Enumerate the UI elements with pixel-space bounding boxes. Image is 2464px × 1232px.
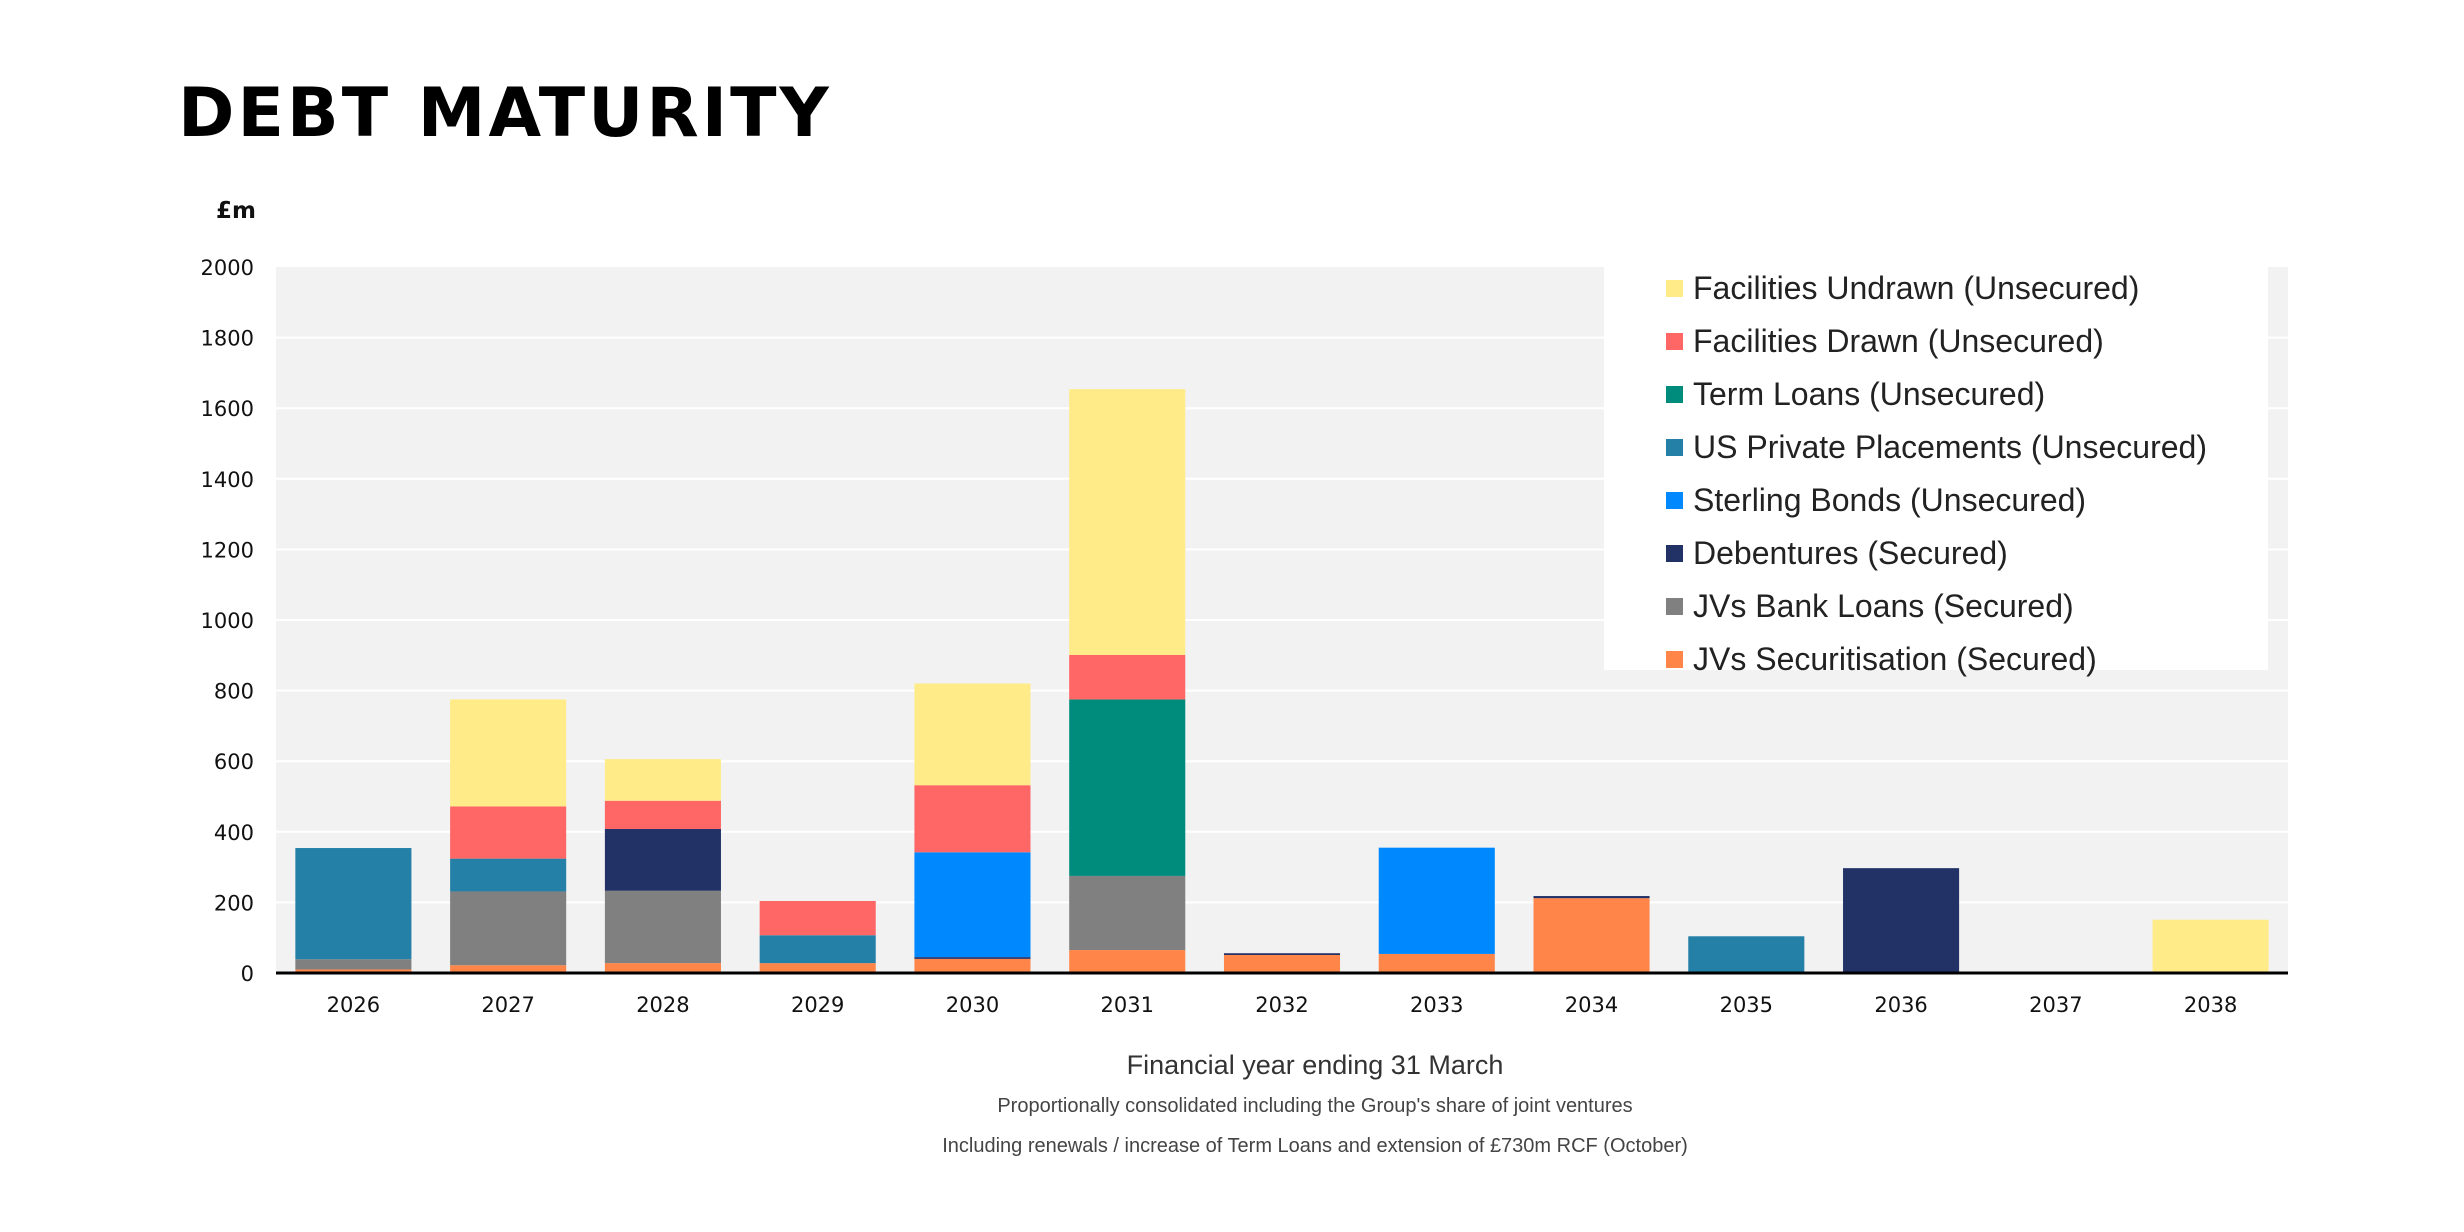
legend-swatch [1666,492,1683,509]
bar-segment [604,890,721,964]
legend-label: Sterling Bonds (Unsecured) [1693,482,2087,518]
bar-segment [604,828,721,891]
legend-label: JVs Securitisation (Secured) [1693,641,2097,677]
bars [295,389,2269,973]
bar-segment [295,969,412,973]
legend-item: Debentures (Secured) [1666,535,2008,572]
y-tick-label: 1200 [201,538,254,562]
x-tick-label: 2027 [481,993,534,1017]
legend-swatch [1666,545,1683,562]
y-tick-label: 600 [214,750,254,774]
bar-segment [914,957,1031,959]
bar-segment [759,900,876,936]
bar-segment [604,759,721,801]
x-tick-label: 2028 [636,993,689,1017]
x-axis-title: Financial year ending 31 March [1126,1050,1504,1080]
chart-legend: Facilities Undrawn (Unsecured) Facilities… [1604,258,2268,677]
legend-item: Facilities Undrawn (Unsecured) [1666,270,2139,307]
legend-label: JVs Bank Loans (Secured) [1693,588,2074,624]
legend-swatch [1666,280,1683,297]
legend-label: Facilities Drawn (Unsecured) [1693,323,2104,359]
bar-segment [1688,936,1805,973]
bar-segment [1223,954,1341,973]
y-tick-label: 400 [214,821,254,845]
legend-item: Term Loans (Unsecured) [1666,376,2045,413]
legend-item: Sterling Bonds (Unsecured) [1666,482,2086,519]
y-axis-unit-label: £m [216,198,256,224]
legend-label: Facilities Undrawn (Unsecured) [1693,270,2140,306]
legend-item: JVs Securitisation (Secured) [1666,641,2097,678]
y-tick-label: 200 [214,891,254,915]
bar-segment [604,963,721,973]
y-tick-label: 800 [214,680,254,704]
x-tick-label: 2031 [1101,993,1154,1017]
legend-swatch [1666,333,1683,350]
bar-segment [914,852,1031,958]
legend-swatch [1666,386,1683,403]
legend-label: Term Loans (Unsecured) [1693,376,2046,412]
y-tick-label: 1400 [201,468,254,492]
legend-item: JVs Bank Loans (Secured) [1666,588,2074,625]
x-tick-label: 2026 [327,993,380,1017]
x-tick-label: 2033 [1410,993,1463,1017]
bar-segment [450,965,567,973]
legend-item: US Private Placements (Unsecured) [1666,429,2207,466]
legend-swatch [1666,651,1683,668]
bar-segment [604,800,721,829]
bar-segment [450,891,567,966]
x-tick-label: 2030 [946,993,999,1017]
y-tick-label: 0 [241,962,254,986]
y-tick-label: 1600 [201,397,254,421]
bar-segment [1069,654,1186,700]
bar-segment [1069,699,1186,876]
footnote-1: Proportionally consolidated including th… [997,1095,1633,1117]
bar-segment [450,699,567,807]
legend-item: Facilities Drawn (Unsecured) [1666,323,2104,360]
x-tick-labels: 2026 2027 2028 2029 2030 2031 2032 2033 2034 2035… [327,993,2238,1017]
legend-label: US Private Placements (Unsecured) [1693,429,2207,465]
bar-segment [295,959,412,970]
x-tick-label: 2037 [2029,993,2082,1017]
bar-segment [1069,875,1186,951]
x-tick-label: 2038 [2184,993,2237,1017]
x-tick-label: 2032 [1255,993,1308,1017]
bar-segment [1378,847,1495,954]
bar-segment [759,963,876,973]
y-tick-label: 1800 [201,327,254,351]
x-tick-label: 2034 [1565,993,1618,1017]
bar-segment [1533,896,1650,899]
bar-segment [450,806,567,859]
legend-swatch [1666,439,1683,456]
x-tick-label: 2036 [1874,993,1927,1017]
bar-segment [1069,389,1186,655]
x-tick-label: 2029 [791,993,844,1017]
bar-segment [914,958,1031,973]
bar-segment [914,683,1031,786]
bar-segment [1843,868,1960,973]
bar-segment [295,848,412,960]
legend-label: Debentures (Secured) [1693,535,2008,571]
page-title: DEBT MATURITY [178,74,832,153]
bar-segment [1069,950,1186,973]
bar-segment [759,935,876,964]
bar-segment [1378,953,1495,973]
y-tick-label: 2000 [201,256,254,280]
bar-segment [914,785,1031,853]
y-tick-label: 1000 [201,609,254,633]
x-tick-label: 2035 [1720,993,1773,1017]
bar-segment [2152,919,2269,973]
legend-swatch [1666,598,1683,615]
bar-segment [1223,953,1341,955]
footnote-2: Including renewals / increase of Term Lo… [942,1135,1688,1157]
y-tick-labels: 0 200 400 600 800 1000 1200 1400 1600 1800 2000 [201,256,254,986]
bar-segment [1533,898,1650,973]
bar-segment [450,858,567,892]
